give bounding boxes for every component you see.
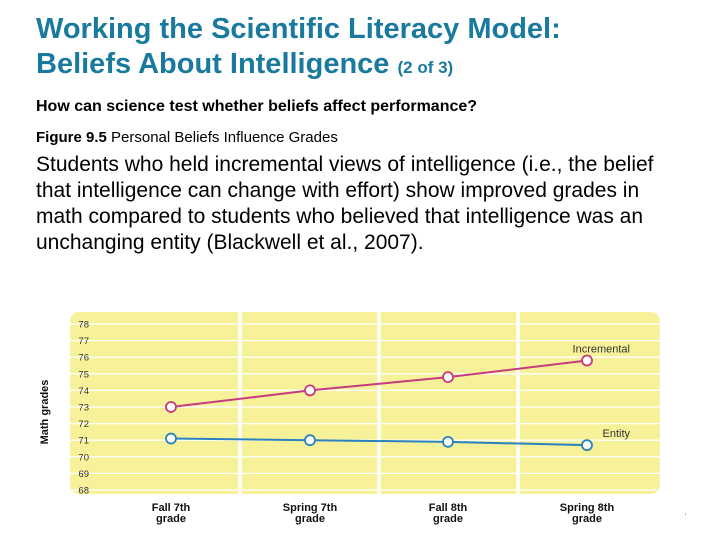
y-tick-label: 71 xyxy=(78,436,89,447)
y-tick-label: 74 xyxy=(78,386,89,397)
y-tick-label: 73 xyxy=(78,403,89,414)
slide-title: Working the Scientific Literacy Model: B… xyxy=(36,12,561,85)
y-tick-label: 78 xyxy=(78,320,89,331)
x-tick-label: Spring 7th grade xyxy=(283,502,338,525)
slide-question: How can science test whether beliefs aff… xyxy=(36,98,478,115)
y-tick-label: 68 xyxy=(78,486,89,497)
data-point-entity xyxy=(165,432,177,445)
series-label-incremental: Incremental xyxy=(573,344,630,356)
data-point-incremental xyxy=(581,354,593,367)
series-line-incremental xyxy=(170,359,588,408)
data-point-incremental xyxy=(165,401,177,413)
x-tick-label-line: Fall 8th xyxy=(429,502,468,514)
edge-mark: ˈ xyxy=(684,512,687,522)
series-line-entity xyxy=(170,437,588,447)
series-layer: Incremental Entity xyxy=(165,344,630,452)
data-point-incremental xyxy=(304,384,316,397)
slide-body-text: Students who held incremental views of i… xyxy=(36,153,654,254)
x-tick-label-line: grade xyxy=(295,513,325,525)
y-axis-label: Math grades xyxy=(39,380,51,445)
x-tick-label: Fall 7th grade xyxy=(152,502,191,525)
figure-caption: Figure 9.5 Personal Beliefs Influence Gr… xyxy=(36,129,338,146)
y-tick-label: 77 xyxy=(78,336,89,347)
x-tick-label: Fall 8th grade xyxy=(429,502,468,525)
math-grades-line-chart: 68 69 70 71 72 73 74 75 76 77 78 Math grades Fall … xyxy=(39,312,660,525)
series-label-entity: Entity xyxy=(602,428,630,440)
vertical-gridlines xyxy=(238,312,520,494)
x-tick-label-line: grade xyxy=(433,513,463,525)
data-point-entity xyxy=(304,434,316,447)
y-tick-label: 76 xyxy=(78,353,89,364)
title-line-1: Working the Scientific Literacy Model: xyxy=(36,13,561,45)
x-tick-label-line: Spring 8th xyxy=(560,502,615,514)
y-tick-label: 70 xyxy=(78,452,89,463)
y-tick-label: 72 xyxy=(78,419,89,430)
x-tick-label-line: grade xyxy=(156,513,186,525)
data-point-entity xyxy=(581,439,593,452)
plot-background xyxy=(70,312,660,494)
title-line-2: Beliefs About Intelligence xyxy=(36,48,390,80)
y-tick-label: 69 xyxy=(78,469,89,480)
x-tick-label-line: grade xyxy=(572,513,602,525)
x-tick-label-line: Spring 7th xyxy=(283,502,338,514)
y-axis-tick-labels: 68 69 70 71 72 73 74 75 76 77 78 xyxy=(78,320,89,497)
y-tick-label: 75 xyxy=(78,369,89,380)
data-point-entity xyxy=(442,435,454,448)
figure-label: Figure 9.5 xyxy=(36,129,107,146)
data-point-incremental xyxy=(442,371,454,384)
x-tick-label: Spring 8th grade xyxy=(560,502,615,525)
x-tick-label-line: Fall 7th xyxy=(152,502,191,514)
title-part-indicator: (2 of 3) xyxy=(397,58,454,77)
figure-title: Personal Beliefs Influence Grades xyxy=(111,129,338,146)
